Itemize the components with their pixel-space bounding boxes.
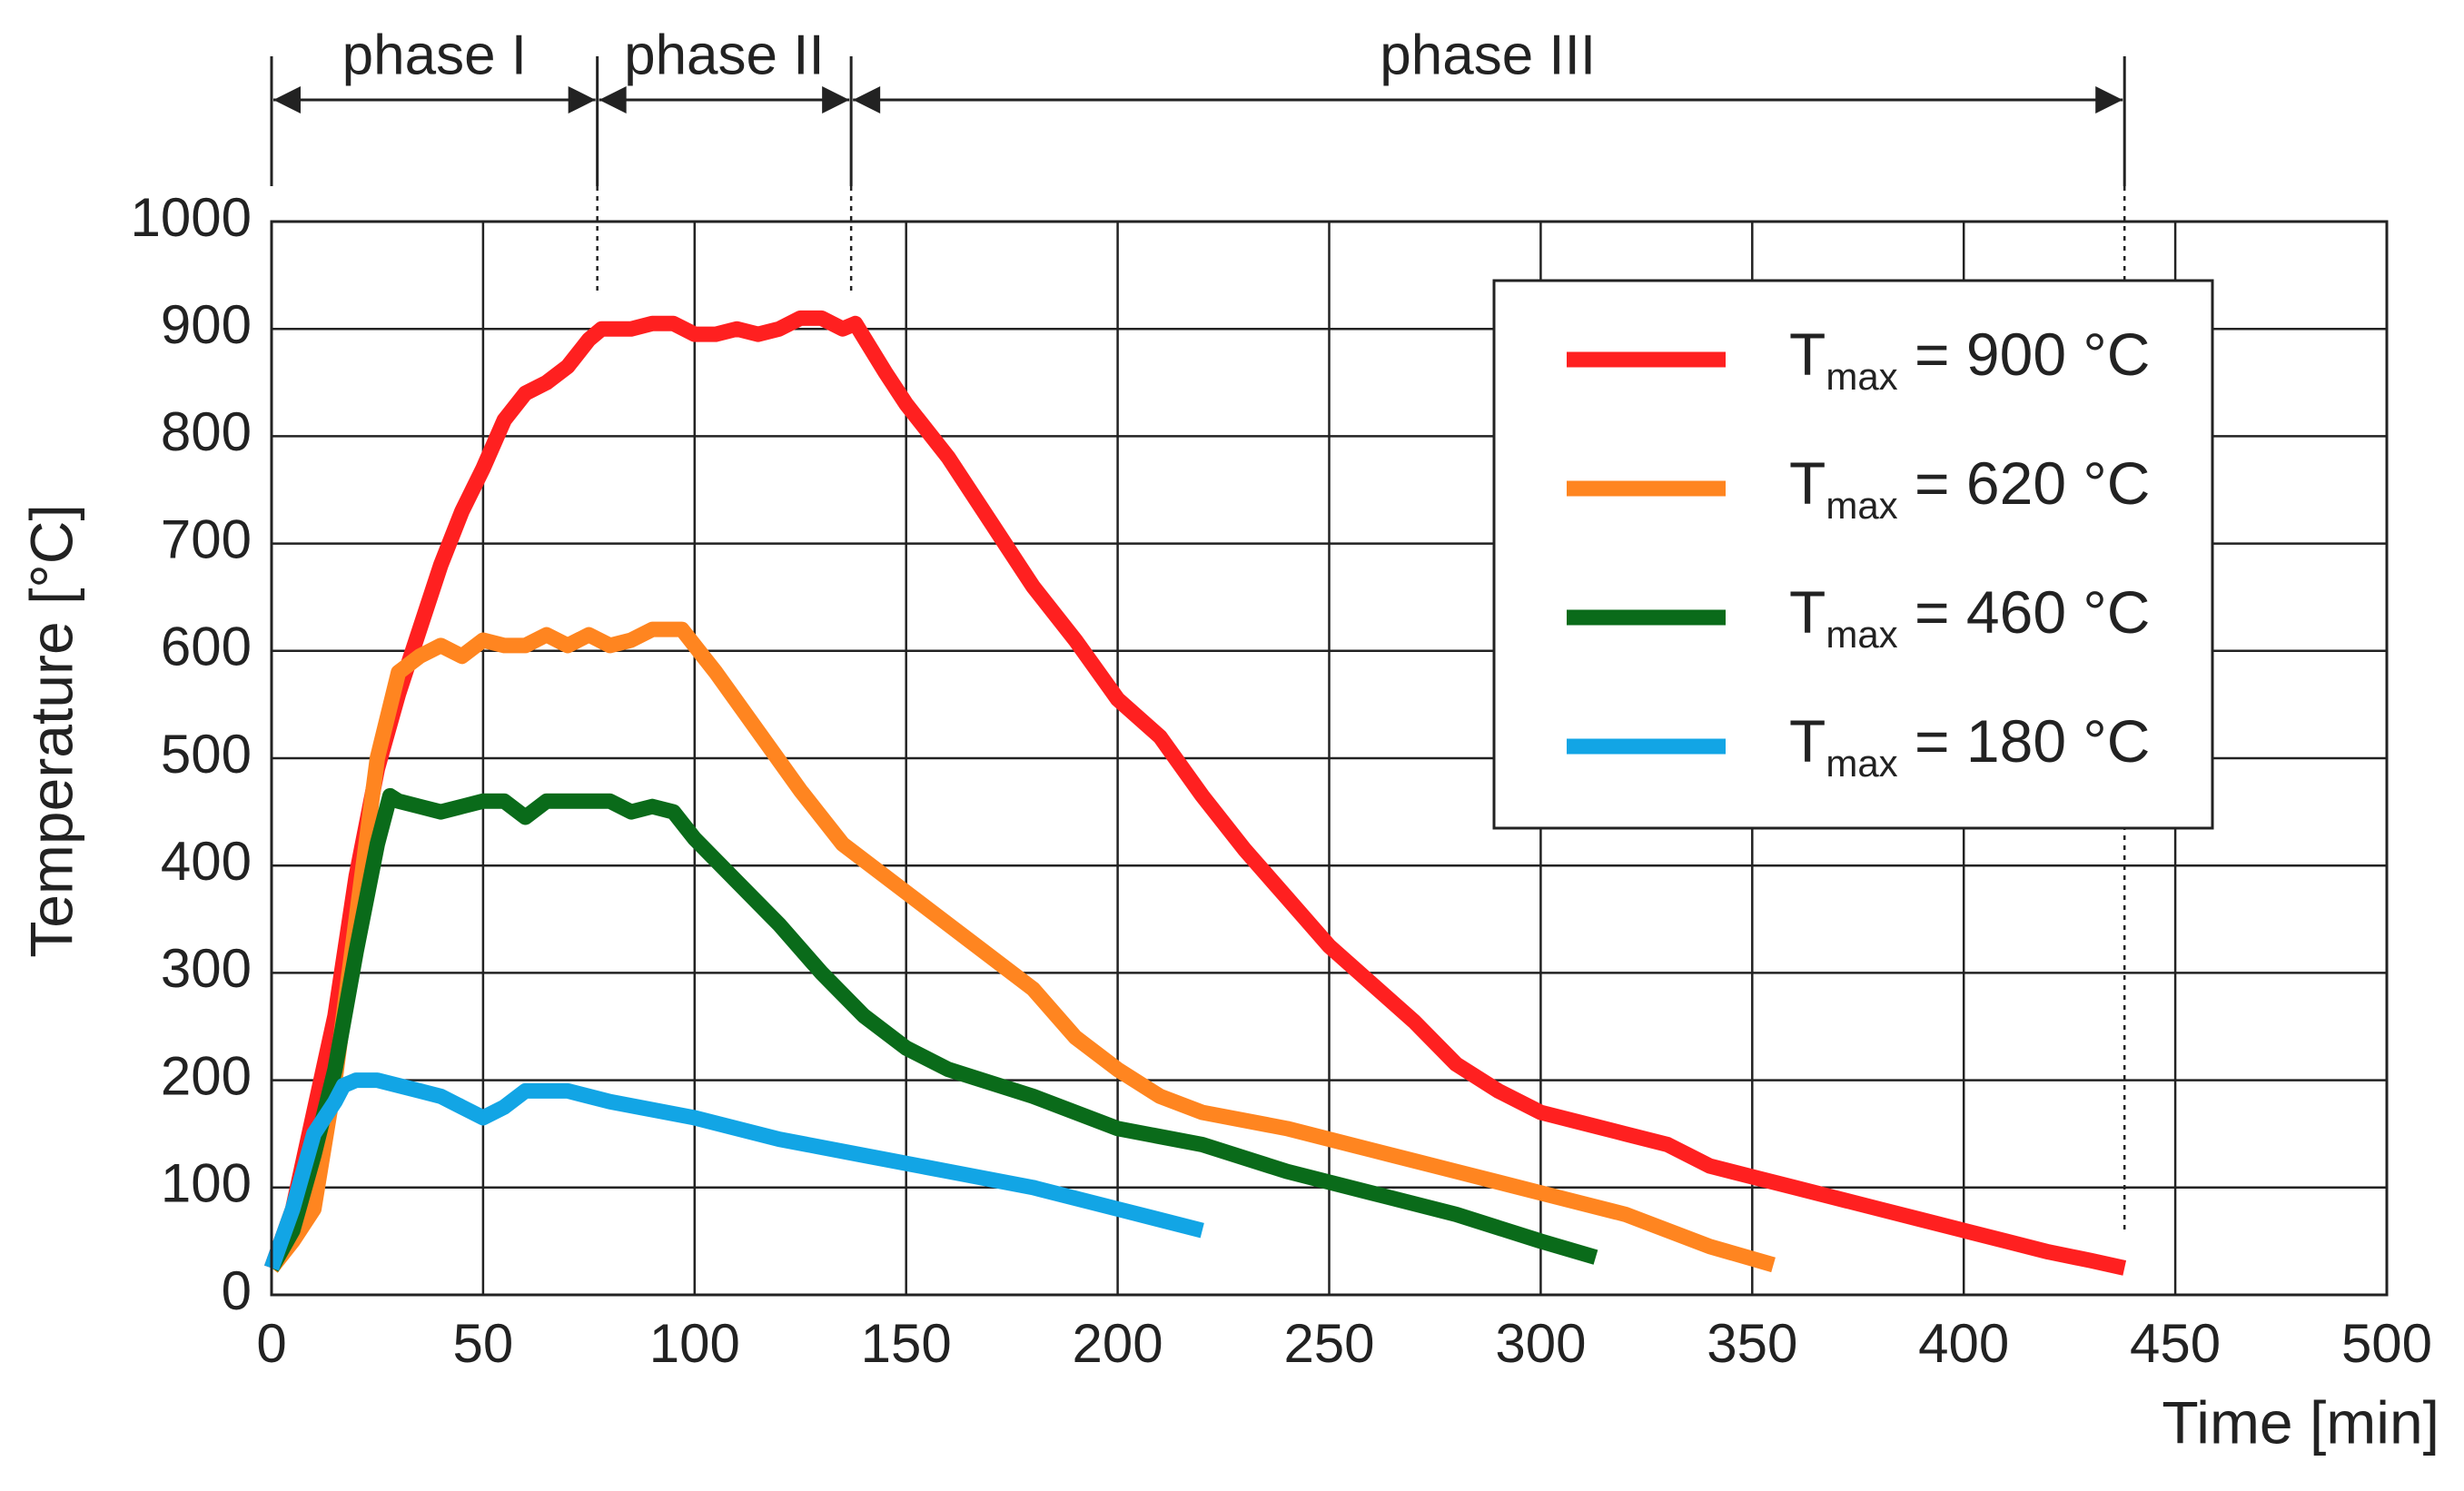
- series-line: [264, 787, 1598, 1272]
- legend-label: Tmax = 180 °C: [1789, 707, 2150, 785]
- y-tick-label: 700: [161, 509, 252, 569]
- phase-label: phase I: [342, 24, 527, 86]
- y-tick-label: 800: [161, 401, 252, 462]
- x-axis-label: Time [min]: [2162, 1388, 2439, 1456]
- y-tick-label: 200: [161, 1045, 252, 1106]
- y-axis-label: Temperature [°C]: [17, 504, 84, 958]
- y-tick-label: 100: [161, 1153, 252, 1214]
- x-tick-label: 0: [256, 1313, 286, 1374]
- phase-label: phase II: [624, 24, 825, 86]
- x-tick-label: 350: [1707, 1313, 1797, 1374]
- phase-label: phase III: [1380, 24, 1596, 86]
- x-tick-label: 50: [453, 1313, 514, 1374]
- y-tick-label: 300: [161, 938, 252, 999]
- plot-frame: [270, 220, 2389, 1297]
- y-tick-label: 500: [161, 724, 252, 785]
- legend-label: Tmax = 460 °C: [1789, 578, 2150, 656]
- series-line: [263, 310, 2127, 1276]
- x-tick-label: 300: [1495, 1313, 1586, 1374]
- x-tick-label: 100: [649, 1313, 740, 1374]
- y-tick-label: 600: [161, 617, 252, 677]
- series-line: [263, 1072, 1204, 1271]
- x-tick-label: 150: [861, 1313, 952, 1374]
- x-tick-label: 200: [1073, 1313, 1163, 1374]
- legend-label: Tmax = 620 °C: [1789, 449, 2150, 527]
- legend-label: Tmax = 900 °C: [1789, 321, 2150, 398]
- x-tick-label: 400: [1918, 1313, 2009, 1374]
- y-tick-label: 0: [222, 1260, 252, 1321]
- y-tick-label: 1000: [131, 187, 252, 248]
- series-line: [265, 621, 1776, 1273]
- legend-box: [1492, 279, 2214, 830]
- x-tick-label: 500: [2341, 1313, 2432, 1374]
- x-tick-label: 250: [1283, 1313, 1374, 1374]
- x-tick-label: 450: [2130, 1313, 2221, 1374]
- y-tick-label: 900: [161, 294, 252, 355]
- y-tick-label: 400: [161, 831, 252, 892]
